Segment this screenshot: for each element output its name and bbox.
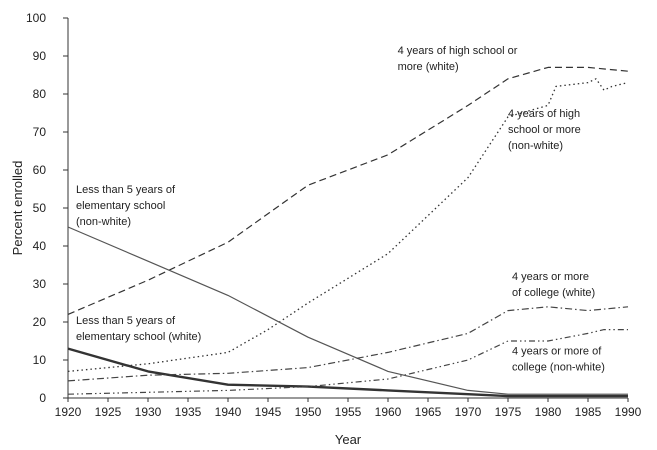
x-tick-label: 1950 xyxy=(295,405,322,419)
x-tick-label: 1920 xyxy=(55,405,82,419)
y-tick-label: 10 xyxy=(33,353,47,367)
series-line-hs-nonwhite xyxy=(67,78,629,373)
y-tick-label: 100 xyxy=(26,11,46,25)
annotation-college-nonwhite: 4 years or more of college (non-white) xyxy=(512,345,605,373)
x-tick-label: 1955 xyxy=(335,405,362,419)
annotation-elem-nonwhite: Less than 5 years of elementary school (no… xyxy=(76,184,176,228)
y-tick-label: 20 xyxy=(33,315,47,329)
y-ticks: 0 10 20 30 40 50 60 70 80 90 100 xyxy=(26,11,68,405)
x-tick-label: 1935 xyxy=(175,405,202,419)
y-tick-label: 30 xyxy=(33,277,47,291)
y-tick-label: 90 xyxy=(33,49,47,63)
series-layer xyxy=(67,66,629,398)
series-line-elem-nonwhite xyxy=(67,226,628,395)
x-tick-label: 1930 xyxy=(135,405,162,419)
x-tick-label: 1985 xyxy=(575,405,602,419)
y-tick-label: 60 xyxy=(33,163,47,177)
x-tick-label: 1945 xyxy=(255,405,282,419)
x-tick-label: 1975 xyxy=(495,405,522,419)
series-line-elem-white xyxy=(67,347,628,398)
y-tick-label: 40 xyxy=(33,239,47,253)
x-tick-label: 1940 xyxy=(215,405,242,419)
annotation-hs-nonwhite: 4 years of high school or more (non-white) xyxy=(508,108,581,152)
x-ticks: 1920 1925 1930 1935 1940 1945 1950 1955 1960 1965… xyxy=(55,398,642,419)
series-line-college-white xyxy=(67,306,629,382)
y-tick-label: 80 xyxy=(33,87,47,101)
x-tick-label: 1990 xyxy=(615,405,642,419)
x-tick-label: 1980 xyxy=(535,405,562,419)
y-tick-label: 70 xyxy=(33,125,47,139)
y-axis-title: Percent enrolled xyxy=(10,161,25,256)
annotations: 4 years of high school or more (white) 4 y… xyxy=(76,45,605,373)
annotation-college-white: 4 years or more of college (white) xyxy=(512,271,595,299)
series-line-hs-white xyxy=(67,66,629,315)
x-tick-label: 1970 xyxy=(455,405,482,419)
x-axis-title: Year xyxy=(335,432,362,447)
x-tick-label: 1965 xyxy=(415,405,442,419)
y-tick-label: 50 xyxy=(33,201,47,215)
y-tick-label: 0 xyxy=(39,391,46,405)
annotation-hs-white: 4 years of high school or more (white) xyxy=(398,45,518,73)
annotation-elem-white: Less than 5 years of elementary school (w… xyxy=(76,315,201,343)
x-tick-label: 1960 xyxy=(375,405,402,419)
x-tick-label: 1925 xyxy=(95,405,122,419)
